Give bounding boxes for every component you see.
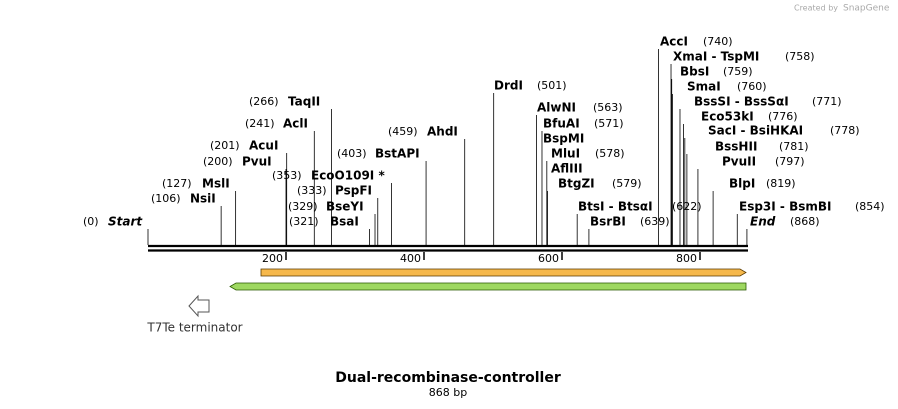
enzyme-name: DrdI [494,79,523,93]
feature-green [229,282,747,291]
enzyme-site-label: (353) [272,169,302,182]
enzyme-name: End [750,215,776,229]
enzyme-site-label: (0) [83,215,99,228]
map-length: 868 bp [429,386,467,399]
enzyme-name: BspMI [543,132,584,146]
enzyme-site-label: (760) [737,80,767,93]
enzyme-site-label: (200) [203,155,233,168]
enzyme-name: BfuAI [543,117,580,131]
enzyme-name: PspFI [335,184,372,198]
enzyme-site-label: (459) [388,125,418,138]
enzyme-site-label: (501) [537,79,567,92]
enzyme-name: BtgZI [558,177,595,191]
enzyme-name: XmaI - TspMI [673,50,759,64]
enzyme-name: BlpI [729,177,755,191]
enzyme-site-label: (759) [723,65,753,78]
enzyme-site-label: (241) [245,117,275,130]
enzyme-site-label: (868) [790,215,820,228]
enzyme-name: AccI [660,35,688,49]
enzyme-name: SmaI [687,80,721,94]
enzyme-name: PvuI [242,155,272,169]
watermark-prefix: Created by [794,4,838,13]
enzyme-name: EcoO109I * [311,169,385,183]
enzyme-site-label: (266) [249,95,279,108]
map-title: Dual-recombinase-controller [335,370,561,386]
enzyme-name: BstAPI [375,147,420,161]
enzyme-site-label: (854) [855,200,885,213]
enzyme-site-label: (740) [703,35,733,48]
enzyme-name: NsiI [190,192,216,206]
ruler-label: 200 [262,252,283,265]
enzyme-name: AlwNI [537,101,576,115]
enzyme-site-label: (781) [779,140,809,153]
enzyme-site-label: (778) [830,124,860,137]
enzyme-name: BbsI [680,65,709,79]
enzyme-name: AflIII [551,162,583,176]
ruler-label: 800 [676,252,697,265]
enzyme-site-label: (201) [210,139,240,152]
enzyme-name: BssSI - BssSαI [694,95,789,109]
feature-label: T7Te terminator [146,321,242,335]
enzyme-site-label: (819) [766,177,796,190]
enzyme-site-label: (403) [337,147,367,160]
enzyme-name: PvuII [722,155,756,169]
enzyme-name: AcuI [249,139,278,153]
enzyme-name: AclI [283,117,308,131]
enzyme-site-label: (797) [775,155,805,168]
enzyme-site-label: (333) [297,184,327,197]
enzyme-site-label: (776) [768,110,798,123]
watermark-brand: SnapGene [843,4,890,14]
enzyme-name: Eco53kI [701,110,754,124]
enzyme-site-label: (758) [785,50,815,63]
enzyme-name: BsrBI [590,215,626,229]
enzyme-name: BseYI [326,200,364,214]
enzyme-site-label: (639) [640,215,670,228]
ruler-label: 400 [400,252,421,265]
enzyme-site-label: (321) [289,215,319,228]
terminator-arrow [188,294,210,318]
enzyme-site-label: (771) [812,95,842,108]
enzyme-name: BsaI [330,215,359,229]
feature-orange [260,268,747,277]
enzyme-site-label: (127) [162,177,192,190]
enzyme-name: SacI - BsiHKAI [708,124,803,138]
enzyme-site-label: (563) [593,101,623,114]
enzyme-site-label: (571) [594,117,624,130]
enzyme-name: MslI [202,177,230,191]
enzyme-name: AhdI [427,125,458,139]
enzyme-site-label: (329) [288,200,318,213]
enzyme-name: Esp3I - BsmBI [739,200,831,214]
ruler-label: 600 [538,252,559,265]
enzyme-site-label: (578) [595,147,625,160]
enzyme-site-label: (579) [612,177,642,190]
enzyme-name: Start [108,215,143,229]
enzyme-site-label: (106) [151,192,181,205]
enzyme-name: BtsI - BtsαI [578,200,653,214]
enzyme-name: MluI [551,147,580,161]
enzyme-name: TaqII [288,95,320,109]
enzyme-name: BssHII [715,140,757,154]
